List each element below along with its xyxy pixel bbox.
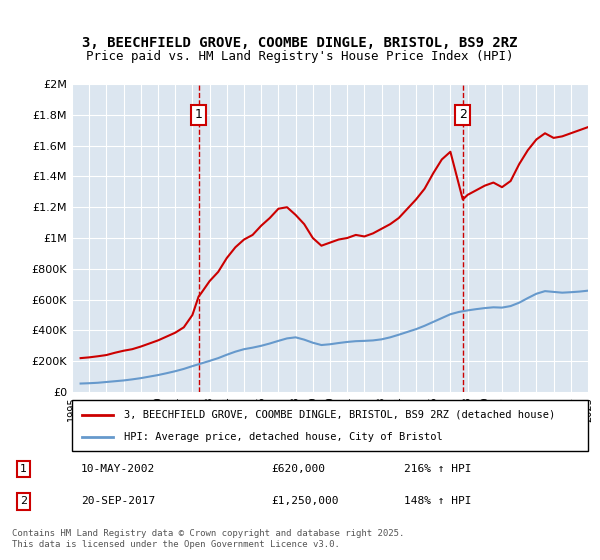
Text: 148% ↑ HPI: 148% ↑ HPI [404,496,471,506]
Text: 10-MAY-2002: 10-MAY-2002 [81,464,155,474]
Text: 2: 2 [20,496,27,506]
Text: £620,000: £620,000 [271,464,325,474]
FancyBboxPatch shape [72,400,588,451]
Text: 1: 1 [20,464,27,474]
Text: Contains HM Land Registry data © Crown copyright and database right 2025.
This d: Contains HM Land Registry data © Crown c… [12,529,404,549]
Text: HPI: Average price, detached house, City of Bristol: HPI: Average price, detached house, City… [124,432,442,442]
Text: 2: 2 [459,108,467,122]
Text: 3, BEECHFIELD GROVE, COOMBE DINGLE, BRISTOL, BS9 2RZ: 3, BEECHFIELD GROVE, COOMBE DINGLE, BRIS… [82,36,518,50]
Text: Price paid vs. HM Land Registry's House Price Index (HPI): Price paid vs. HM Land Registry's House … [86,50,514,63]
Text: 20-SEP-2017: 20-SEP-2017 [81,496,155,506]
Text: 1: 1 [194,108,203,122]
Text: 216% ↑ HPI: 216% ↑ HPI [404,464,471,474]
Text: 3, BEECHFIELD GROVE, COOMBE DINGLE, BRISTOL, BS9 2RZ (detached house): 3, BEECHFIELD GROVE, COOMBE DINGLE, BRIS… [124,409,555,419]
Text: £1,250,000: £1,250,000 [271,496,338,506]
